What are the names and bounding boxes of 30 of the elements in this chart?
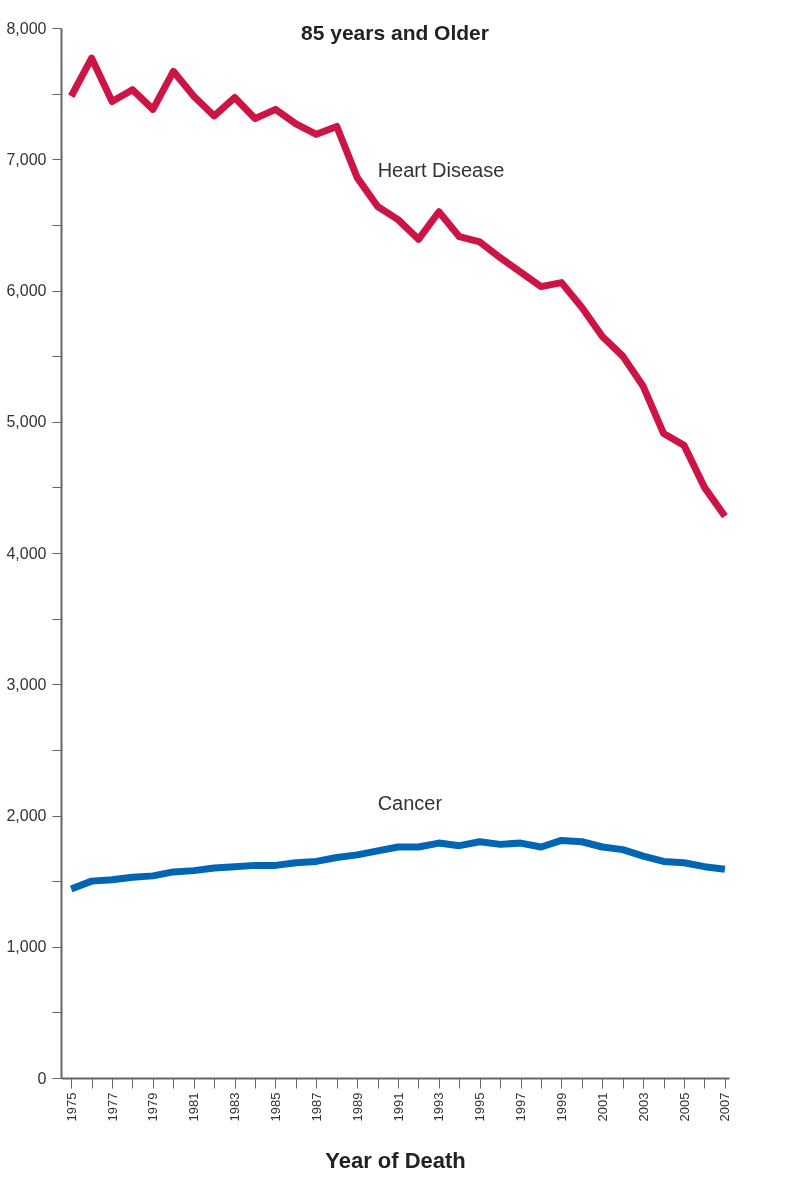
x-tick-label: 1991 <box>390 1092 406 1122</box>
y-tick-label: 6,000 <box>6 282 47 299</box>
x-tick-label: 1977 <box>104 1092 120 1122</box>
x-tick-label: 2007 <box>717 1092 733 1122</box>
y-tick-label: 4,000 <box>6 544 47 562</box>
x-tick-label: 1983 <box>227 1092 243 1122</box>
chart-title: 85 years and Older <box>301 21 489 44</box>
series-label: Cancer <box>377 792 443 815</box>
x-tick-label: 1975 <box>63 1092 79 1122</box>
x-tick-label: 2005 <box>676 1092 692 1122</box>
x-axis-title: Year of Death <box>325 1148 466 1174</box>
x-tick-label: 1979 <box>145 1092 161 1122</box>
x-tick-label: 1989 <box>349 1092 365 1122</box>
y-tick-label: 3,000 <box>6 675 47 693</box>
x-tick-label: 1987 <box>308 1092 324 1122</box>
y-tick-label: 0 <box>37 1069 47 1087</box>
x-tick-label: 1993 <box>431 1092 447 1122</box>
x-tick-label: 1995 <box>472 1092 488 1122</box>
y-tick-label: 5,000 <box>6 413 47 431</box>
y-tick-label: 8,000 <box>6 19 47 37</box>
y-tick-label: 2,000 <box>6 807 47 824</box>
y-tick-label: 1,000 <box>6 938 47 956</box>
x-tick-label: 2001 <box>594 1092 610 1122</box>
x-tick-label: 1997 <box>513 1092 529 1122</box>
x-tick-label: 2003 <box>635 1092 651 1122</box>
x-tick-label: 1999 <box>553 1092 569 1122</box>
y-tick-label: 7,000 <box>6 150 47 168</box>
x-tick-label: 1981 <box>186 1092 202 1122</box>
series-label: Heart Disease <box>377 158 505 181</box>
x-tick-label: 1985 <box>268 1092 283 1122</box>
